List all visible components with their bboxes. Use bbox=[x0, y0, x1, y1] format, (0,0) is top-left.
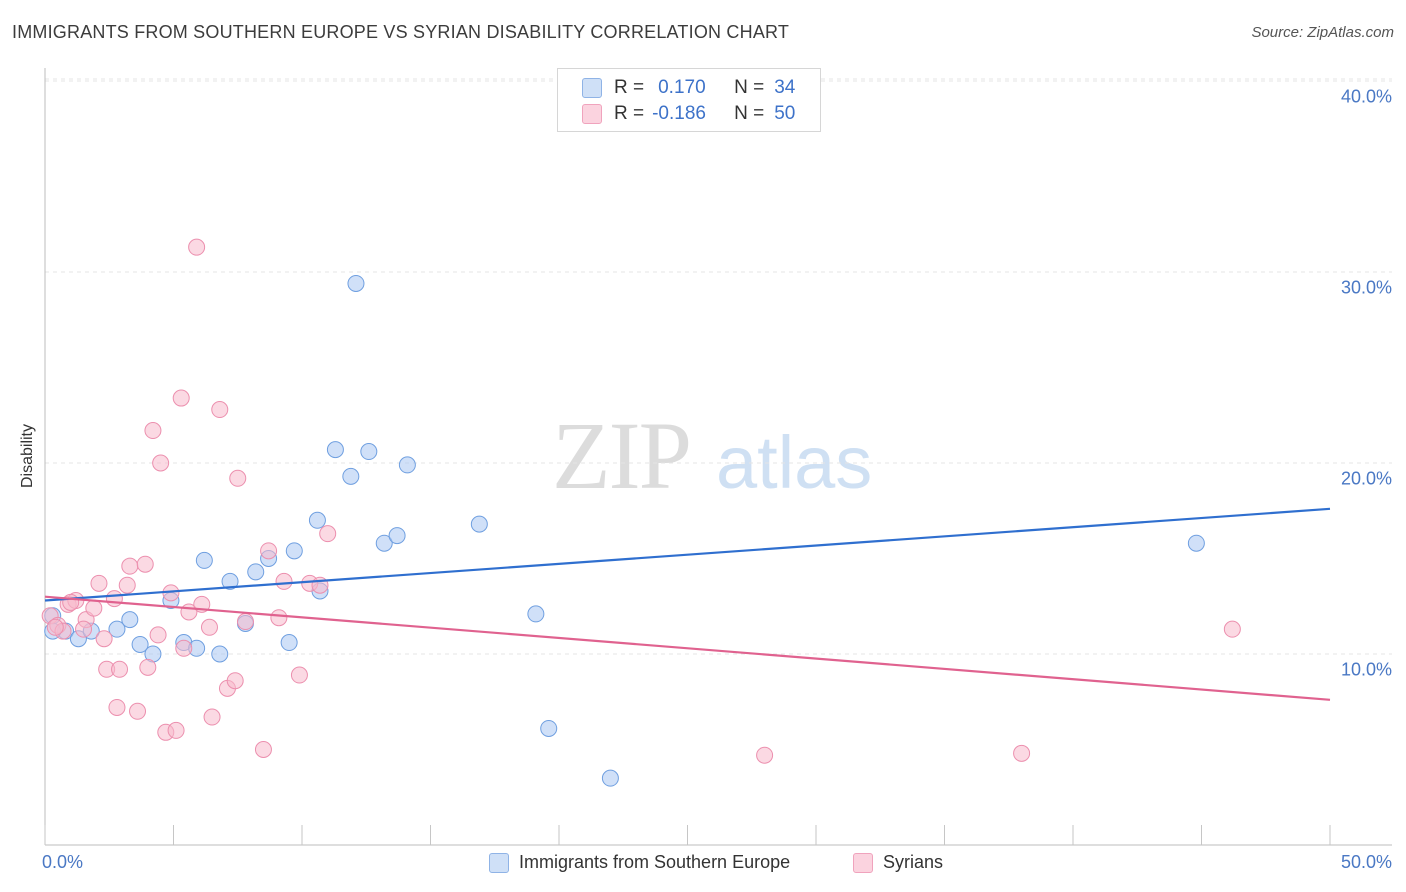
source-label: Source: ZipAtlas.com bbox=[1251, 24, 1394, 41]
legend-n-value: 50 bbox=[774, 103, 796, 124]
point-southern-europe bbox=[131, 635, 149, 653]
point-southern-europe bbox=[540, 719, 558, 737]
legend-row-series1: R = 0.170 N = 34 bbox=[582, 76, 795, 100]
point-syrians bbox=[75, 620, 93, 638]
y-tick-label: 10.0% bbox=[1340, 659, 1392, 680]
bottom-legend-series1: Immigrants from Southern Europe bbox=[489, 852, 790, 873]
legend-n-label: N = bbox=[734, 103, 765, 124]
legend-series1-label: Immigrants from Southern Europe bbox=[519, 852, 791, 872]
point-syrians bbox=[136, 555, 154, 573]
point-southern-europe bbox=[211, 645, 229, 663]
point-syrians bbox=[211, 401, 229, 419]
watermark-zip: ZIP bbox=[552, 402, 692, 509]
point-syrians bbox=[275, 572, 293, 590]
chart-title: IMMIGRANTS FROM SOUTHERN EUROPE VS SYRIA… bbox=[12, 22, 790, 42]
point-southern-europe bbox=[121, 611, 139, 629]
point-syrians bbox=[175, 639, 193, 657]
point-syrians bbox=[129, 702, 147, 720]
point-syrians bbox=[108, 698, 126, 716]
point-syrians bbox=[260, 542, 278, 560]
legend-r-value: -0.186 bbox=[652, 103, 706, 124]
x-tick-label: 50.0% bbox=[1340, 852, 1392, 872]
point-southern-europe bbox=[221, 572, 239, 590]
point-southern-europe bbox=[108, 620, 126, 638]
point-syrians bbox=[270, 609, 288, 627]
point-syrians bbox=[118, 576, 136, 594]
point-syrians bbox=[152, 454, 170, 472]
point-syrians bbox=[200, 618, 218, 636]
legend-n-label: N = bbox=[734, 77, 765, 98]
point-southern-europe bbox=[601, 769, 619, 787]
point-syrians bbox=[46, 618, 64, 636]
point-southern-europe bbox=[347, 274, 365, 292]
point-syrians bbox=[290, 666, 308, 684]
point-southern-europe bbox=[360, 443, 378, 461]
point-syrians bbox=[167, 721, 185, 739]
point-southern-europe bbox=[326, 441, 344, 459]
point-syrians bbox=[229, 469, 247, 487]
point-syrians bbox=[254, 741, 272, 758]
point-syrians bbox=[121, 557, 139, 575]
legend-r-label: R = bbox=[614, 77, 645, 98]
point-syrians bbox=[111, 660, 129, 678]
point-syrians bbox=[1013, 744, 1031, 762]
point-syrians bbox=[95, 630, 113, 648]
point-syrians bbox=[1223, 620, 1241, 638]
point-southern-europe bbox=[1187, 534, 1205, 552]
point-southern-europe bbox=[285, 542, 303, 560]
point-southern-europe bbox=[527, 605, 545, 623]
y-axis-label: Disability bbox=[19, 423, 36, 489]
point-syrians bbox=[62, 593, 80, 611]
legend-swatch-blue bbox=[489, 852, 509, 873]
x-tick-label: 0.0% bbox=[42, 852, 84, 872]
point-syrians bbox=[226, 672, 244, 690]
point-syrians bbox=[85, 599, 103, 617]
legend-r-value: 0.170 bbox=[658, 77, 706, 98]
point-southern-europe bbox=[247, 563, 265, 581]
point-southern-europe bbox=[470, 515, 488, 533]
point-syrians bbox=[90, 574, 108, 592]
bottom-legend-series2: Syrians bbox=[853, 852, 943, 873]
point-southern-europe bbox=[388, 527, 406, 545]
point-southern-europe bbox=[398, 456, 416, 474]
y-tick-label: 20.0% bbox=[1340, 468, 1392, 489]
legend-n-value: 34 bbox=[774, 77, 796, 98]
point-syrians bbox=[203, 708, 221, 726]
point-syrians bbox=[319, 525, 337, 543]
trend-line-southern-europe bbox=[44, 507, 1331, 602]
point-syrians bbox=[172, 389, 190, 407]
point-syrians bbox=[139, 658, 157, 676]
legend-swatch-pink bbox=[582, 104, 602, 124]
point-syrians bbox=[144, 422, 162, 440]
point-southern-europe bbox=[342, 467, 360, 485]
point-syrians bbox=[149, 626, 167, 644]
point-syrians bbox=[236, 613, 254, 631]
point-southern-europe bbox=[195, 551, 213, 569]
y-tick-label: 30.0% bbox=[1340, 277, 1392, 298]
point-syrians bbox=[105, 590, 123, 608]
point-southern-europe bbox=[308, 511, 326, 529]
point-southern-europe bbox=[375, 534, 393, 552]
point-syrians bbox=[756, 746, 774, 764]
point-southern-europe bbox=[280, 634, 298, 652]
legend-row-series2: R = -0.186 N = 50 bbox=[582, 102, 795, 126]
trend-line-syrians bbox=[44, 595, 1331, 701]
y-tick-label: 40.0% bbox=[1340, 86, 1392, 107]
legend-box: R = 0.170 N = 34 R = -0.186 N = 50 bbox=[557, 68, 821, 132]
legend-r-label: R = bbox=[614, 103, 645, 124]
legend-series2-label: Syrians bbox=[883, 852, 944, 872]
legend-swatch-blue bbox=[582, 78, 602, 98]
point-syrians bbox=[188, 238, 206, 256]
legend-swatch-pink bbox=[853, 852, 873, 873]
